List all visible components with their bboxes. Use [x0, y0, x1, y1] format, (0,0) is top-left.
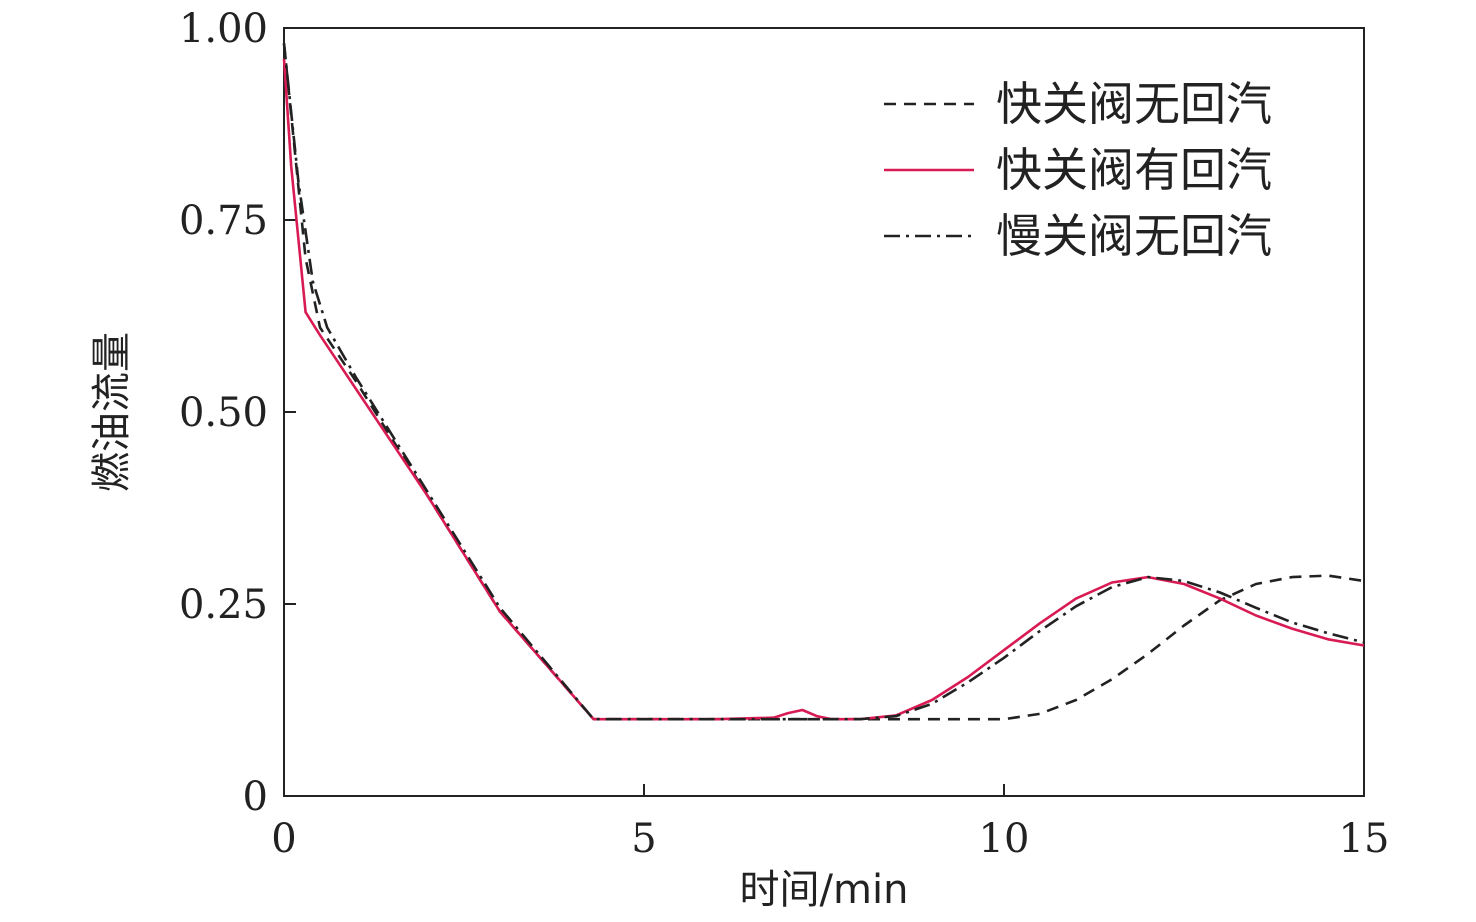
- x-tick-label: 0: [271, 816, 296, 862]
- x-tick-label: 15: [1339, 816, 1390, 862]
- x-axis-label: 时间/min: [740, 867, 909, 913]
- y-tick-label: 0.50: [179, 390, 268, 436]
- series-line-1: [282, 43, 1365, 721]
- legend-label-2: 快关阀有回汽: [996, 143, 1272, 197]
- y-axis-label: 燃油流量: [89, 332, 135, 492]
- y-tick-label: 0: [243, 774, 268, 820]
- series-lines: [282, 43, 1365, 721]
- x-tick-label: 5: [631, 816, 656, 862]
- y-tick-label: 0.25: [179, 582, 268, 628]
- legend-label-1: 快关阀无回汽: [996, 77, 1272, 131]
- y-tick-label: 1.00: [179, 6, 268, 52]
- y-tick-label: 0.75: [179, 198, 268, 244]
- x-tick-label: 10: [979, 816, 1030, 862]
- legend-label-3: 慢关阀无回汽: [996, 209, 1272, 263]
- axis-ticks: 0 5 10 15 0 0.25 0.50 0.75 1.00: [179, 6, 1390, 862]
